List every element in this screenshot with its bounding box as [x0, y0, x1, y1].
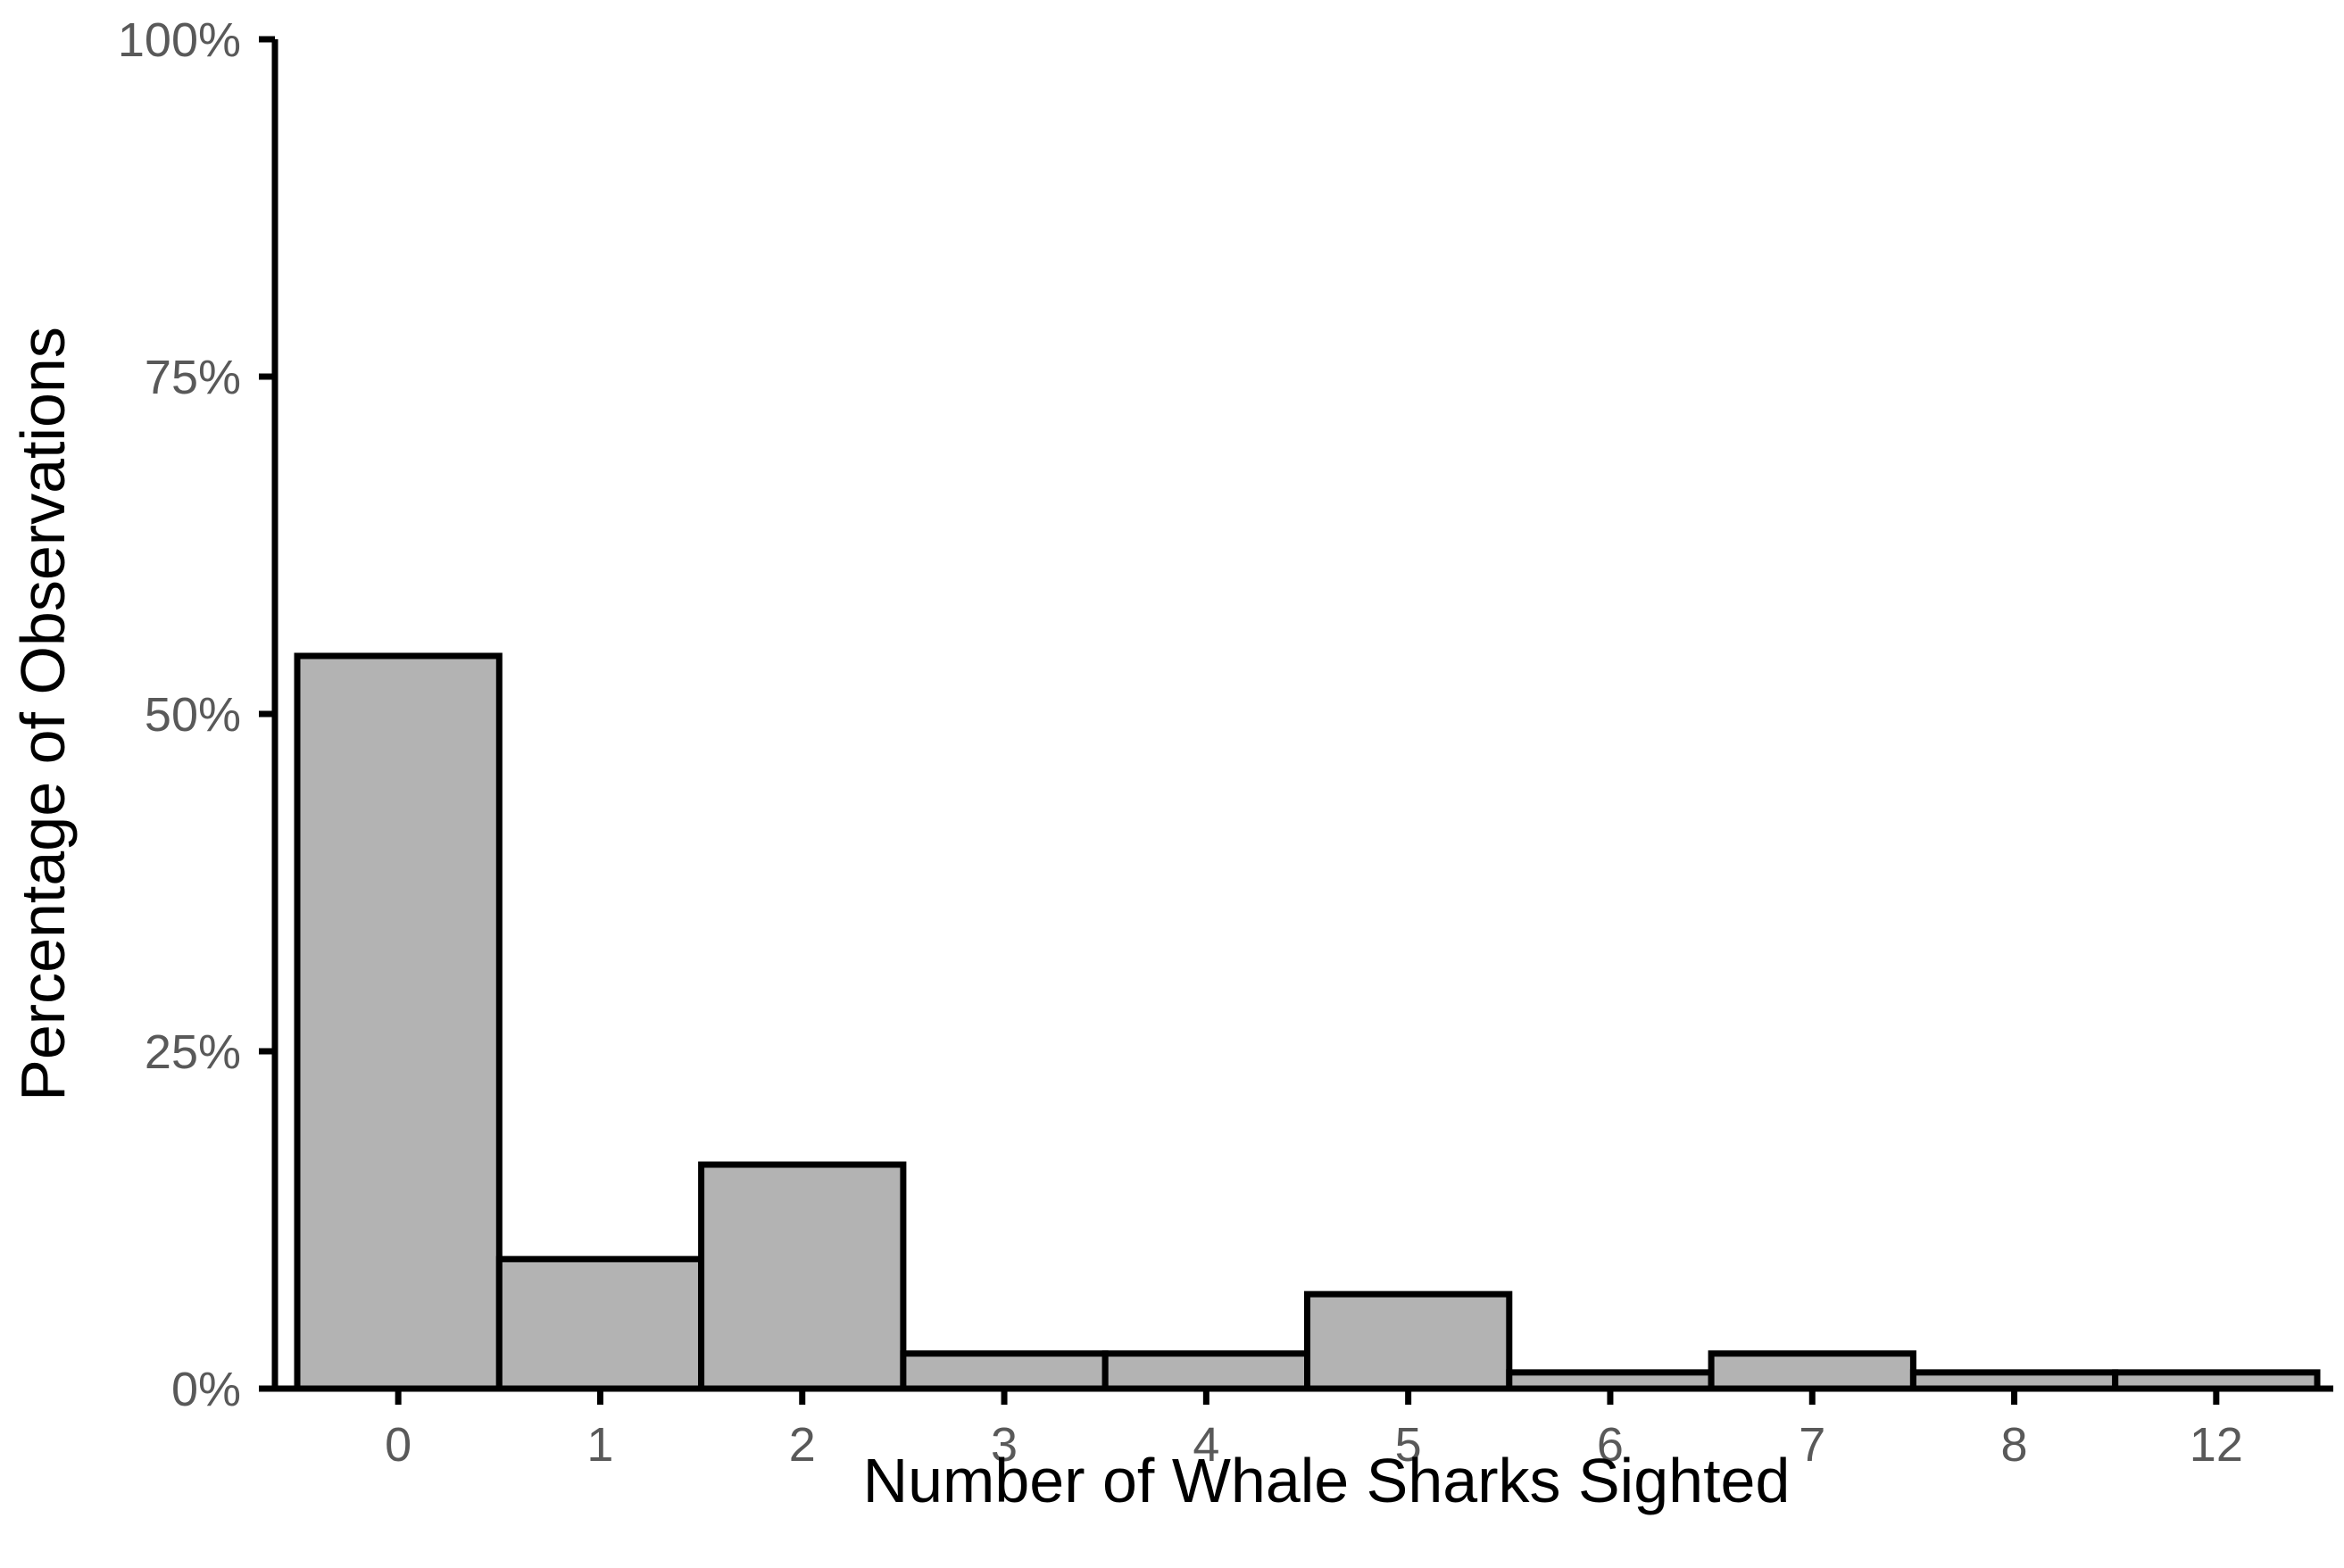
bar-1	[495, 1256, 705, 1392]
x-tick-label: 2	[789, 1418, 816, 1472]
x-tick-label: 0	[385, 1418, 411, 1472]
x-tick-label: 12	[2190, 1418, 2243, 1472]
bar-0	[294, 652, 503, 1392]
x-tick-label: 4	[1193, 1418, 1219, 1472]
x-tick-label: 5	[1395, 1418, 1422, 1472]
x-axis: 0 1 2 3 4 5 6 7 8 12	[259, 1385, 2333, 1472]
x-tick-label: 7	[1799, 1418, 1825, 1472]
bars-group	[294, 652, 2321, 1392]
y-tick-label: 0%	[171, 1363, 241, 1416]
y-tick-label: 25%	[145, 1025, 241, 1079]
y-tick-label: 50%	[145, 688, 241, 742]
x-tick-label: 6	[1597, 1418, 1624, 1472]
bar-2	[698, 1161, 907, 1392]
x-tick-label: 8	[2001, 1418, 2028, 1472]
x-axis-title: Number of Whale Sharks Sighted	[863, 1446, 1791, 1515]
bar-3	[900, 1350, 1109, 1392]
bar-5	[1304, 1290, 1513, 1392]
bar-7	[1708, 1350, 1916, 1392]
y-tick-label: 75%	[145, 351, 241, 404]
y-axis: 0% 25% 50% 75% 100%	[118, 13, 278, 1416]
x-tick-label: 3	[991, 1418, 1018, 1472]
bar-4	[1101, 1350, 1310, 1392]
y-axis-title: Percentage of Observations	[8, 327, 78, 1101]
y-tick-label: 100%	[118, 13, 241, 67]
x-tick-label: 1	[586, 1418, 613, 1472]
